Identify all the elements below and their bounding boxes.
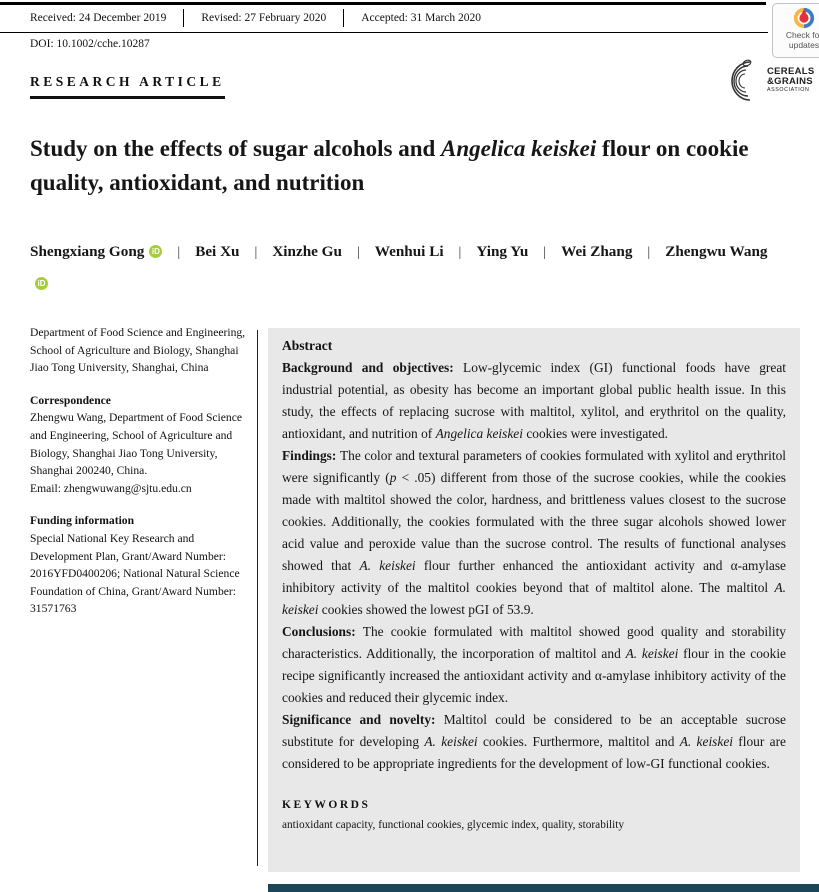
author-separator: | [254,245,258,260]
footer-bar [268,884,819,892]
crossmark-icon [794,7,814,29]
author-separator: | [458,245,462,260]
author-name[interactable]: Wei Zhang [561,243,633,260]
logo-line2: &GRAINS [767,75,813,87]
accepted-date: Accepted: 31 March 2020 [343,9,498,27]
author-separator: | [177,245,181,260]
abstract-paragraph-findings: Findings: The color and textural paramet… [282,448,786,617]
keywords-heading: KEYWORDS [282,799,371,811]
article-type-label: RESEARCH ARTICLE [30,74,225,99]
doi-text: DOI: 10.1002/cche.10287 [30,38,150,50]
abstract-box: Abstract Background and objectives: Low-… [268,328,800,872]
author-name[interactable]: Wenhui Li [374,243,444,260]
check-for-updates-badge[interactable]: Check for updates [772,3,819,58]
article-title: Study on the effects of sugar alcohols a… [30,136,749,195]
sidebar: Department of Food Science and Engineeri… [30,324,251,618]
keywords-text: antioxidant capacity, functional cookies… [282,819,625,831]
author-separator: | [647,245,651,260]
author-name[interactable]: Bei Xu [195,243,240,260]
logo-line3: ASSOCIATION [767,86,810,93]
revised-date: Revised: 27 February 2020 [183,9,343,27]
correspondence-text: Zhengwu Wang, Department of Food Science… [30,411,242,478]
abstract-paragraph-background: Background and objectives: Low-glycemic … [282,360,786,441]
top-rule [0,2,766,5]
author-name[interactable]: Ying Yu [476,243,529,260]
logo-line1: CEREALS [767,65,815,77]
badge-label: Check for updates [785,30,819,50]
grain-swirl-icon [731,59,752,101]
correspondence-heading: Correspondence [30,393,111,407]
funding-text: Special National Key Research and Develo… [30,531,240,616]
abstract-heading: Abstract [282,338,333,353]
abstract-paragraph-significance: Significance and novelty: Maltitol could… [282,712,786,771]
dates-row: Received: 24 December 2019 Revised: 27 F… [30,9,498,27]
author-name[interactable]: Zhengwu Wang [665,243,768,260]
author-name[interactable]: Shengxiang Gong [30,243,145,260]
sidebar-divider-rule [257,330,258,866]
header-divider-rule [0,32,768,33]
orcid-icon[interactable]: iD [35,277,48,290]
orcid-icon[interactable]: iD [149,245,163,258]
authors-list: Shengxiang Gong iD | Bei Xu | Xinzhe Gu | Wenhu… [30,236,772,299]
author-separator: | [543,245,547,260]
correspondence-email[interactable]: Email: zhengwuwang@sjtu.edu.cn [30,481,192,495]
affiliation-text: Department of Food Science and Engineeri… [30,326,246,375]
author-name[interactable]: Xinzhe Gu [272,243,342,260]
funding-heading: Funding information [30,514,135,528]
received-date: Received: 24 December 2019 [30,12,167,24]
author-separator: | [356,245,360,260]
abstract-paragraph-conclusions: Conclusions: The cookie formulated with … [282,624,786,705]
cereals-grains-logo: CEREALS &GRAINS ASSOCIATION [720,57,815,103]
